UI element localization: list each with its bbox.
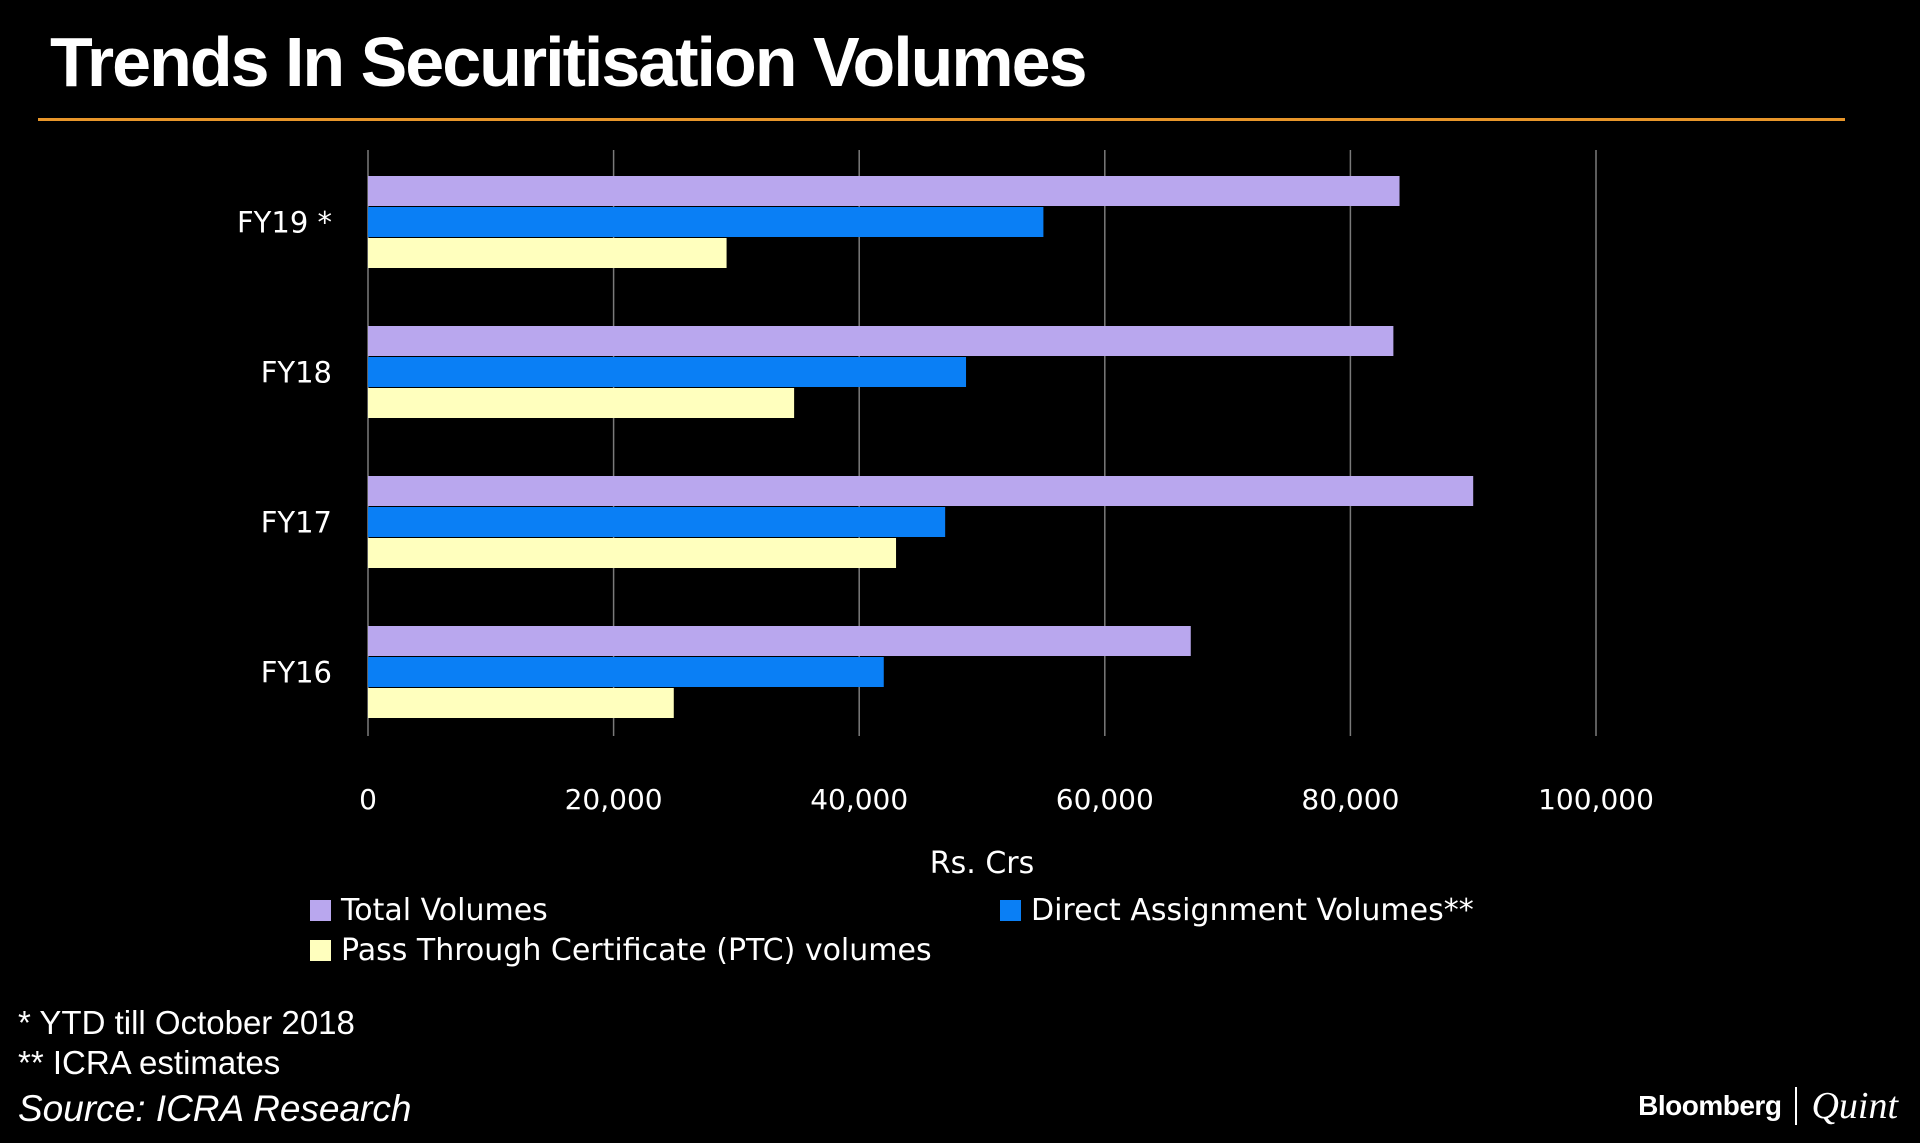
category-label-0: FY19 * bbox=[237, 206, 332, 240]
legend-item-ptc: Pass Through Certificate (PTC) volumes bbox=[310, 933, 932, 968]
brand-logo: Bloomberg Quint bbox=[1638, 1084, 1898, 1128]
bar-fy18-series-0 bbox=[368, 326, 1394, 356]
bar-fy16-series-0 bbox=[368, 626, 1191, 656]
x-tick-label-0: 0 bbox=[359, 783, 377, 816]
bar-fy17-series-2 bbox=[368, 538, 897, 568]
legend-label-ptc: Pass Through Certificate (PTC) volumes bbox=[341, 933, 932, 968]
chart-title: Trends In Securitisation Volumes bbox=[50, 23, 1088, 101]
bar-chart: 0 20,000 40,000 60,000 80,000 100,000 Rs. Crs F… bbox=[237, 150, 1654, 882]
category-label-2: FY17 bbox=[261, 506, 332, 540]
axis-labels: 0 20,000 40,000 60,000 80,000 100,000 Rs. Crs F… bbox=[237, 206, 1654, 882]
footnote-ytd: * YTD till October 2018 bbox=[18, 1004, 355, 1041]
bar-fy17-series-1 bbox=[368, 507, 946, 537]
brand-separator bbox=[1795, 1087, 1798, 1125]
brand-secondary: Quint bbox=[1811, 1085, 1898, 1127]
legend-label-direct-assignment: Direct Assignment Volumes** bbox=[1031, 893, 1474, 928]
title-divider bbox=[38, 118, 1845, 121]
x-tick-label-4: 80,000 bbox=[1301, 783, 1399, 816]
legend-label-total: Total Volumes bbox=[341, 893, 548, 928]
x-axis-title: Rs. Crs bbox=[930, 846, 1034, 881]
x-tick-label-1: 20,000 bbox=[565, 783, 663, 816]
x-tick-label-5: 100,000 bbox=[1538, 783, 1654, 816]
category-label-3: FY16 bbox=[261, 656, 332, 690]
bar-fy18-series-2 bbox=[368, 388, 795, 418]
bar-fy16-series-1 bbox=[368, 657, 884, 687]
bar-fy19-series-2 bbox=[368, 238, 727, 268]
category-label-1: FY18 bbox=[261, 356, 332, 390]
bar-fy18-series-1 bbox=[368, 357, 967, 387]
x-tick-label-3: 60,000 bbox=[1056, 783, 1154, 816]
legend-item-total: Total Volumes bbox=[310, 893, 548, 928]
bar-fy19-series-1 bbox=[368, 207, 1044, 237]
legend-item-direct-assignment: Direct Assignment Volumes** bbox=[1000, 893, 1474, 928]
bar-fy17-series-0 bbox=[368, 476, 1474, 506]
legend-swatch-ptc bbox=[310, 940, 331, 961]
source-credit: Source: ICRA Research bbox=[18, 1088, 412, 1129]
bar-fy19-series-0 bbox=[368, 176, 1400, 206]
footnote-estimates: ** ICRA estimates bbox=[18, 1044, 281, 1081]
legend-swatch-total bbox=[310, 900, 331, 921]
x-tick-label-2: 40,000 bbox=[810, 783, 908, 816]
bars bbox=[368, 176, 1474, 718]
brand-primary: Bloomberg bbox=[1638, 1090, 1782, 1121]
bar-fy16-series-2 bbox=[368, 688, 674, 718]
legend-swatch-direct-assignment bbox=[1000, 900, 1021, 921]
